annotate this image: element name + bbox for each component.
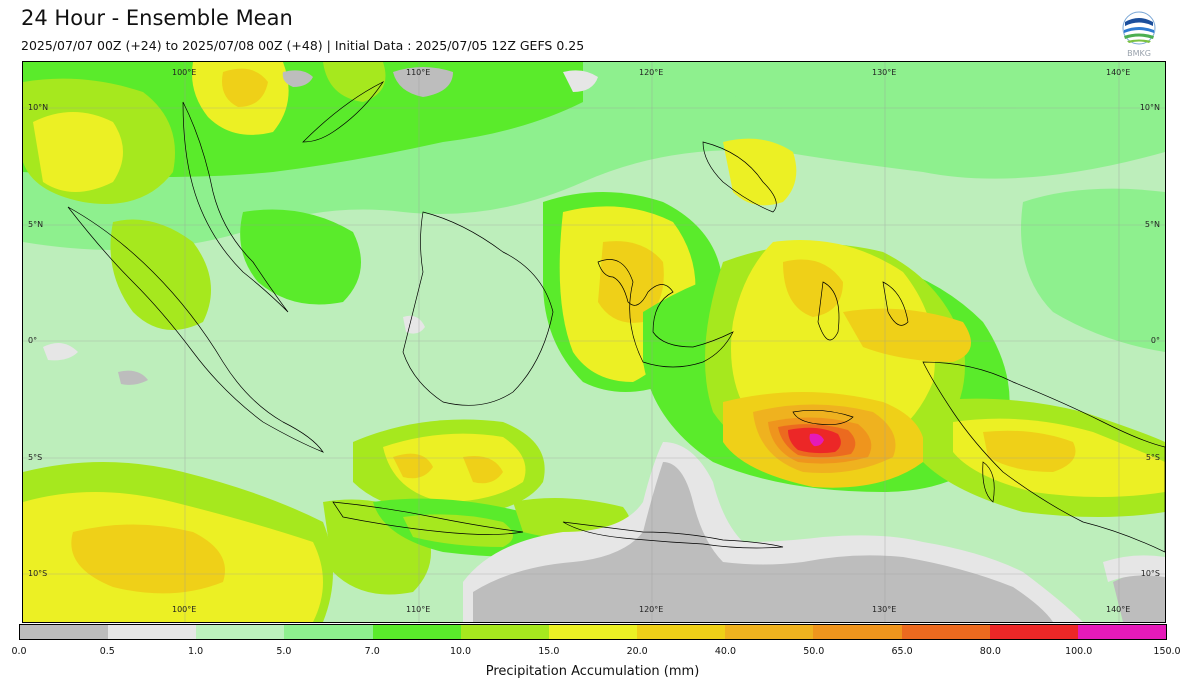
lon-label-top-120e: 120°E	[639, 68, 664, 77]
colorbar-tick-label: 0.0	[11, 646, 27, 657]
lon-label-bottom-120e: 120°E	[639, 605, 664, 614]
colorbar-tick-label: 100.0	[1065, 646, 1093, 657]
lat-label-right-10n: 10°N	[1139, 103, 1160, 112]
lon-label-top-100e: 100°E	[172, 68, 197, 77]
colorbar-segment	[20, 625, 109, 639]
precipitation-map: 100°E 110°E 120°E 130°E 140°E 100°E 110°…	[22, 61, 1166, 623]
colorbar-tick-label: 1.0	[188, 646, 204, 657]
colorbar-tick-label: 10.0	[449, 646, 472, 657]
colorbar-tick-label: 65.0	[891, 646, 913, 657]
colorbar-segment	[989, 625, 1078, 639]
lat-label-left-5s: 5°S	[28, 453, 43, 462]
lat-label-left-eq: 0°	[28, 336, 38, 345]
lon-label-bottom-110e: 110°E	[406, 605, 431, 614]
colorbar-tick-label: 15.0	[538, 646, 560, 657]
lon-label-bottom-140e: 140°E	[1106, 605, 1131, 614]
colorbar-segment	[108, 625, 197, 639]
map-title: 24 Hour - Ensemble Mean	[21, 6, 293, 30]
lon-label-bottom-130e: 130°E	[872, 605, 897, 614]
colorbar-segment	[725, 625, 814, 639]
logo-text: BMKG	[1127, 49, 1151, 58]
colorbar-tick-label: 20.0	[626, 646, 648, 657]
lat-label-right-5n: 5°N	[1144, 220, 1160, 229]
colorbar-tick-label: 80.0	[979, 646, 1001, 657]
colorbar-segment	[637, 625, 726, 639]
colorbar-tick-label: 5.0	[276, 646, 292, 657]
colorbar-tick-label: 150.0	[1153, 646, 1181, 657]
colorbar-tick-label: 7.0	[364, 646, 380, 657]
colorbar-segment	[196, 625, 285, 639]
colorbar-segment	[901, 625, 990, 639]
lon-label-top-140e: 140°E	[1106, 68, 1131, 77]
bmkg-logo: BMKG	[1118, 10, 1160, 58]
map-subtitle: 2025/07/07 00Z (+24) to 2025/07/08 00Z (…	[21, 38, 585, 53]
lon-label-top-130e: 130°E	[872, 68, 897, 77]
colorbar-segment	[548, 625, 638, 639]
lat-label-left-10s: 10°S	[28, 569, 48, 578]
colorbar-segment	[1077, 625, 1167, 639]
colorbar-segment	[284, 625, 373, 639]
map-canvas	[23, 62, 1165, 622]
colorbar-tick-label: 40.0	[714, 646, 737, 657]
colorbar-segment	[813, 625, 902, 639]
lat-label-left-5n: 5°N	[28, 220, 44, 229]
colorbar-label: Precipitation Accumulation (mm)	[485, 664, 700, 679]
precipitation-colorbar	[19, 624, 1167, 640]
colorbar-tick-label: 50.0	[803, 646, 825, 657]
lat-label-right-5s: 5°S	[1145, 453, 1160, 462]
lon-label-top-110e: 110°E	[406, 68, 431, 77]
lat-label-right-eq: 0°	[1150, 336, 1160, 345]
colorbar-tick-label: 0.5	[99, 646, 115, 657]
lat-label-right-10s: 10°S	[1140, 569, 1160, 578]
lat-label-left-10n: 10°N	[28, 103, 49, 112]
colorbar-segment	[372, 625, 461, 639]
colorbar-segment	[460, 625, 549, 639]
lon-label-bottom-100e: 100°E	[172, 605, 197, 614]
